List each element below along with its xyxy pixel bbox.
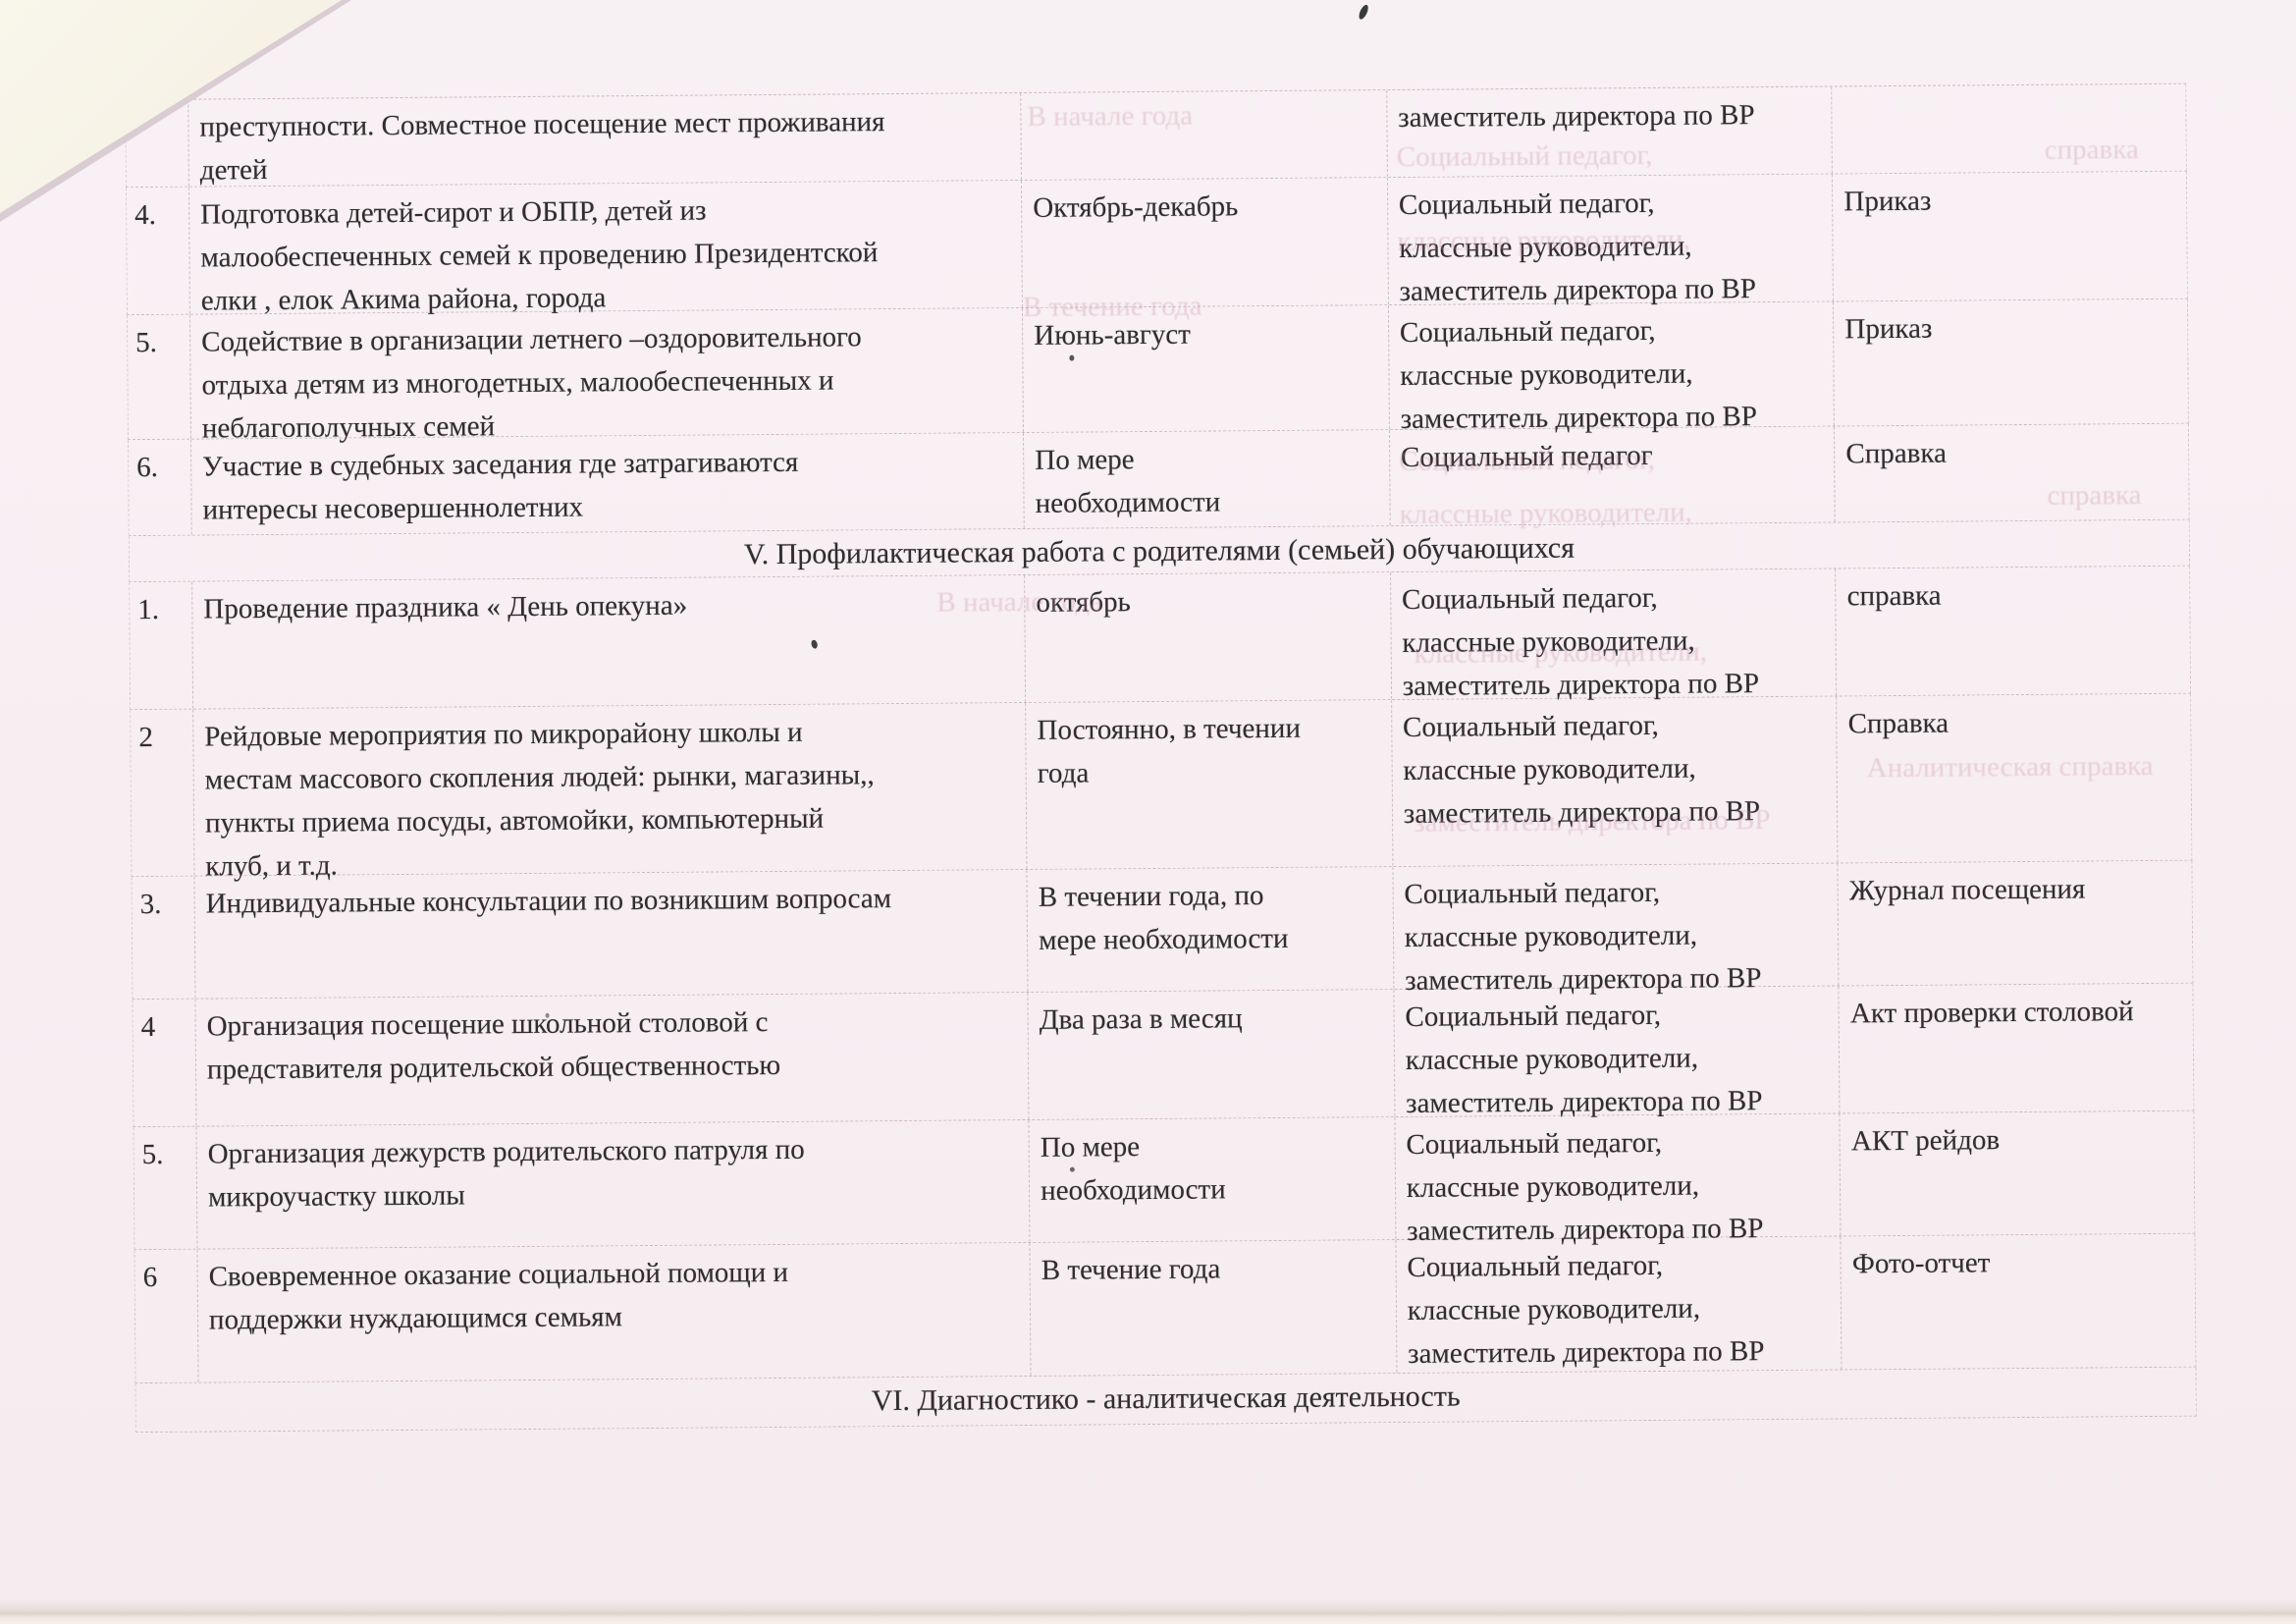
- cell-document: АКТ рейдов: [1839, 1110, 2195, 1236]
- cell-activity: Организация дежурств родительского патру…: [195, 1119, 1030, 1249]
- cell-num: 4.: [134, 198, 157, 232]
- scan-speck: [1069, 1166, 1075, 1172]
- cell-num: 5.: [135, 326, 158, 359]
- table-row: 6 Своевременное оказание социальной помощ…: [133, 1233, 2197, 1384]
- bleedthrough-text: справка: [2047, 479, 2142, 512]
- scan-speck: [1069, 354, 1075, 361]
- cell-document: Фото-отчет: [1840, 1233, 2196, 1370]
- scan-speck: [1357, 3, 1370, 21]
- cell-activity: Организация посещение школьной столовой …: [194, 992, 1029, 1126]
- bleedthrough-text: классные руководители,: [1414, 635, 1708, 670]
- cell-document: справка: [1835, 566, 2191, 696]
- bleedthrough-text: Социальный педагог,: [1396, 138, 1653, 173]
- cell-responsible: Социальный педагог, классные руководител…: [1395, 1236, 1842, 1374]
- bleedthrough-text: В начале года: [936, 585, 1103, 619]
- cell-timing: В течении года, по мере необходимости: [1026, 867, 1394, 992]
- cell-timing: В течение года: [1029, 1240, 1397, 1376]
- cell-timing: Постоянно, в течении года: [1025, 700, 1393, 869]
- cell-activity: Содействие в организации летнего –оздоро…: [188, 307, 1024, 445]
- cell-document: Приказ: [1833, 298, 2188, 426]
- cell-num: 6: [142, 1261, 158, 1294]
- cell-num: 6.: [136, 451, 159, 484]
- cell-document: Приказ: [1832, 171, 2187, 301]
- bleedthrough-text: справка: [2044, 134, 2139, 166]
- bleedthrough-text: классные руководители,: [1397, 223, 1690, 257]
- cell-timing: Два раза в месяц: [1027, 990, 1395, 1119]
- bleedthrough-text: заместитель директора по ВР: [1413, 804, 1771, 839]
- cell-activity: Проведение праздника « День опекуна»: [191, 574, 1026, 709]
- cell-num: 1.: [137, 593, 160, 626]
- cell-num: 3.: [139, 888, 162, 921]
- cell-activity: Рейдовые мероприятия по микрорайону школ…: [192, 702, 1027, 883]
- cell-activity: преступности. Совместное посещение мест …: [187, 92, 1022, 187]
- bleedthrough-text: Аналитическая справка: [1866, 749, 2154, 785]
- cell-responsible: Социальный педагог, классные руководител…: [1387, 301, 1835, 435]
- cell-activity: Индивидуальные консультации по возникшим…: [193, 869, 1028, 999]
- cell-document: Акт проверки столовой: [1838, 983, 2194, 1113]
- cell-responsible: Социальный педагог, классные руководител…: [1393, 986, 1840, 1119]
- bleedthrough-text: классные руководители,: [1399, 496, 1693, 530]
- cell-timing: По мере необходимости: [1023, 430, 1390, 528]
- scan-speck: [545, 1012, 550, 1018]
- table-row: 1. Проведение праздника « День опекуна» ок…: [129, 566, 2192, 711]
- cell-activity: Своевременное оказание социальной помощи…: [196, 1242, 1031, 1382]
- cell-document: Журнал посещения: [1837, 860, 2193, 986]
- table-row: 4 Организация посещение школьной столовой…: [132, 983, 2195, 1128]
- cell-timing: По мере необходимости: [1028, 1117, 1396, 1242]
- cell-num: 2: [138, 721, 153, 754]
- cell-num: 4: [140, 1010, 156, 1044]
- bleedthrough-text: В начале года: [1027, 99, 1194, 133]
- page-bottom-edge: [0, 1598, 2296, 1624]
- bleedthrough-text: В течение года: [1022, 290, 1202, 323]
- cell-activity: Подготовка детей-сирот и ОБПР, детей из …: [187, 180, 1023, 317]
- cell-responsible: Социальный педагог, классные руководител…: [1392, 863, 1839, 997]
- cell-activity: Участие в судебных заседания где затраги…: [189, 432, 1024, 535]
- table-row: 3. Индивидуальные консультации по возникш…: [131, 860, 2194, 1001]
- table-row: 5. Организация дежурств родительского пат…: [133, 1110, 2196, 1251]
- table-row: 6. Участие в судебных заседания где затра…: [127, 423, 2190, 537]
- bleedthrough-text: Социальный педагог,: [1399, 443, 1655, 477]
- cell-responsible: Социальный педагог, классные руководител…: [1394, 1113, 1841, 1247]
- cell-num: 5.: [141, 1138, 164, 1171]
